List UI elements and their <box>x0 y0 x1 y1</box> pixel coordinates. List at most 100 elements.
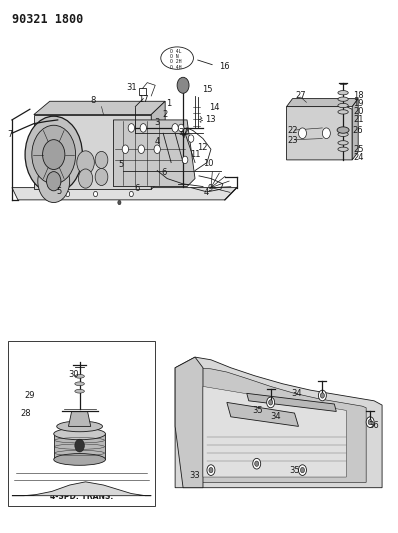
Circle shape <box>188 135 194 142</box>
Polygon shape <box>68 411 91 426</box>
Polygon shape <box>287 107 352 160</box>
Circle shape <box>78 169 93 188</box>
Text: 32: 32 <box>179 128 189 136</box>
Circle shape <box>267 397 275 408</box>
Ellipse shape <box>338 110 348 114</box>
Polygon shape <box>352 99 358 160</box>
Text: 10: 10 <box>203 159 214 167</box>
Polygon shape <box>12 188 237 200</box>
Bar <box>139 88 146 95</box>
Polygon shape <box>203 386 346 477</box>
Text: 6: 6 <box>135 184 140 193</box>
Text: 15: 15 <box>202 85 212 93</box>
Polygon shape <box>113 120 195 187</box>
Text: 33: 33 <box>189 471 200 480</box>
Ellipse shape <box>338 97 348 101</box>
Text: O N: O N <box>170 54 179 59</box>
Ellipse shape <box>57 421 103 432</box>
Polygon shape <box>12 482 151 496</box>
Text: 9: 9 <box>207 184 213 193</box>
Polygon shape <box>175 357 382 488</box>
Circle shape <box>178 124 184 132</box>
Text: 18: 18 <box>353 92 363 100</box>
Circle shape <box>38 160 70 203</box>
Text: 17: 17 <box>138 95 148 104</box>
Circle shape <box>95 151 108 168</box>
Circle shape <box>32 125 76 184</box>
Polygon shape <box>151 101 165 189</box>
Text: 23: 23 <box>287 136 298 144</box>
Circle shape <box>66 191 70 197</box>
Circle shape <box>129 191 133 197</box>
Ellipse shape <box>338 91 348 95</box>
Circle shape <box>368 419 372 425</box>
Text: 20: 20 <box>353 108 363 116</box>
Circle shape <box>255 461 259 466</box>
Text: O 4L: O 4L <box>170 49 181 54</box>
Ellipse shape <box>75 374 84 378</box>
Circle shape <box>177 77 189 93</box>
Text: 24: 24 <box>353 153 363 161</box>
Polygon shape <box>247 393 336 411</box>
Circle shape <box>43 140 65 169</box>
Ellipse shape <box>54 428 105 440</box>
Text: 36: 36 <box>369 421 380 430</box>
Circle shape <box>320 393 324 398</box>
Circle shape <box>269 400 273 405</box>
Ellipse shape <box>75 382 84 386</box>
Text: 27: 27 <box>295 92 306 100</box>
Circle shape <box>122 145 129 154</box>
Text: 35: 35 <box>253 406 263 415</box>
Circle shape <box>172 124 178 132</box>
Circle shape <box>140 124 146 132</box>
Circle shape <box>322 128 330 139</box>
Circle shape <box>77 151 94 174</box>
Text: 13: 13 <box>205 115 215 124</box>
Circle shape <box>298 465 306 475</box>
Text: 4-SPD. TRANS.: 4-SPD. TRANS. <box>50 492 113 501</box>
Circle shape <box>75 439 84 452</box>
Text: 34: 34 <box>270 413 281 421</box>
Ellipse shape <box>161 47 193 69</box>
Circle shape <box>138 145 144 154</box>
Circle shape <box>298 128 306 139</box>
Text: 19: 19 <box>353 100 363 108</box>
Text: 28: 28 <box>21 409 31 417</box>
Circle shape <box>118 200 121 205</box>
Ellipse shape <box>337 127 349 133</box>
Circle shape <box>95 168 108 185</box>
Text: 12: 12 <box>197 143 207 151</box>
Text: 34: 34 <box>291 389 302 398</box>
Ellipse shape <box>338 141 348 145</box>
Polygon shape <box>54 434 105 459</box>
Ellipse shape <box>338 147 348 151</box>
Ellipse shape <box>338 132 348 136</box>
Polygon shape <box>34 115 151 189</box>
Text: 29: 29 <box>25 391 35 400</box>
Text: 4: 4 <box>154 137 160 146</box>
Text: 35: 35 <box>289 466 300 474</box>
Text: 5: 5 <box>119 160 124 168</box>
Text: 8: 8 <box>91 96 96 104</box>
Bar <box>8 341 155 506</box>
Text: 7: 7 <box>7 130 13 139</box>
Text: 31: 31 <box>126 83 137 92</box>
Text: 11: 11 <box>191 150 201 159</box>
Text: 3: 3 <box>154 118 160 127</box>
Circle shape <box>94 191 98 197</box>
Polygon shape <box>34 101 165 115</box>
Text: O 4H: O 4H <box>170 64 181 70</box>
Text: 14: 14 <box>209 103 219 112</box>
Circle shape <box>128 124 135 132</box>
Text: O 2H: O 2H <box>170 59 181 64</box>
Circle shape <box>47 172 61 191</box>
Text: 4: 4 <box>203 189 209 197</box>
Text: 6: 6 <box>161 168 167 177</box>
Text: 26: 26 <box>353 126 363 135</box>
Text: 2: 2 <box>162 110 168 118</box>
Circle shape <box>154 145 160 154</box>
Polygon shape <box>227 402 298 426</box>
Circle shape <box>25 116 82 193</box>
Circle shape <box>366 417 374 427</box>
Text: 90321 1800: 90321 1800 <box>12 13 83 26</box>
